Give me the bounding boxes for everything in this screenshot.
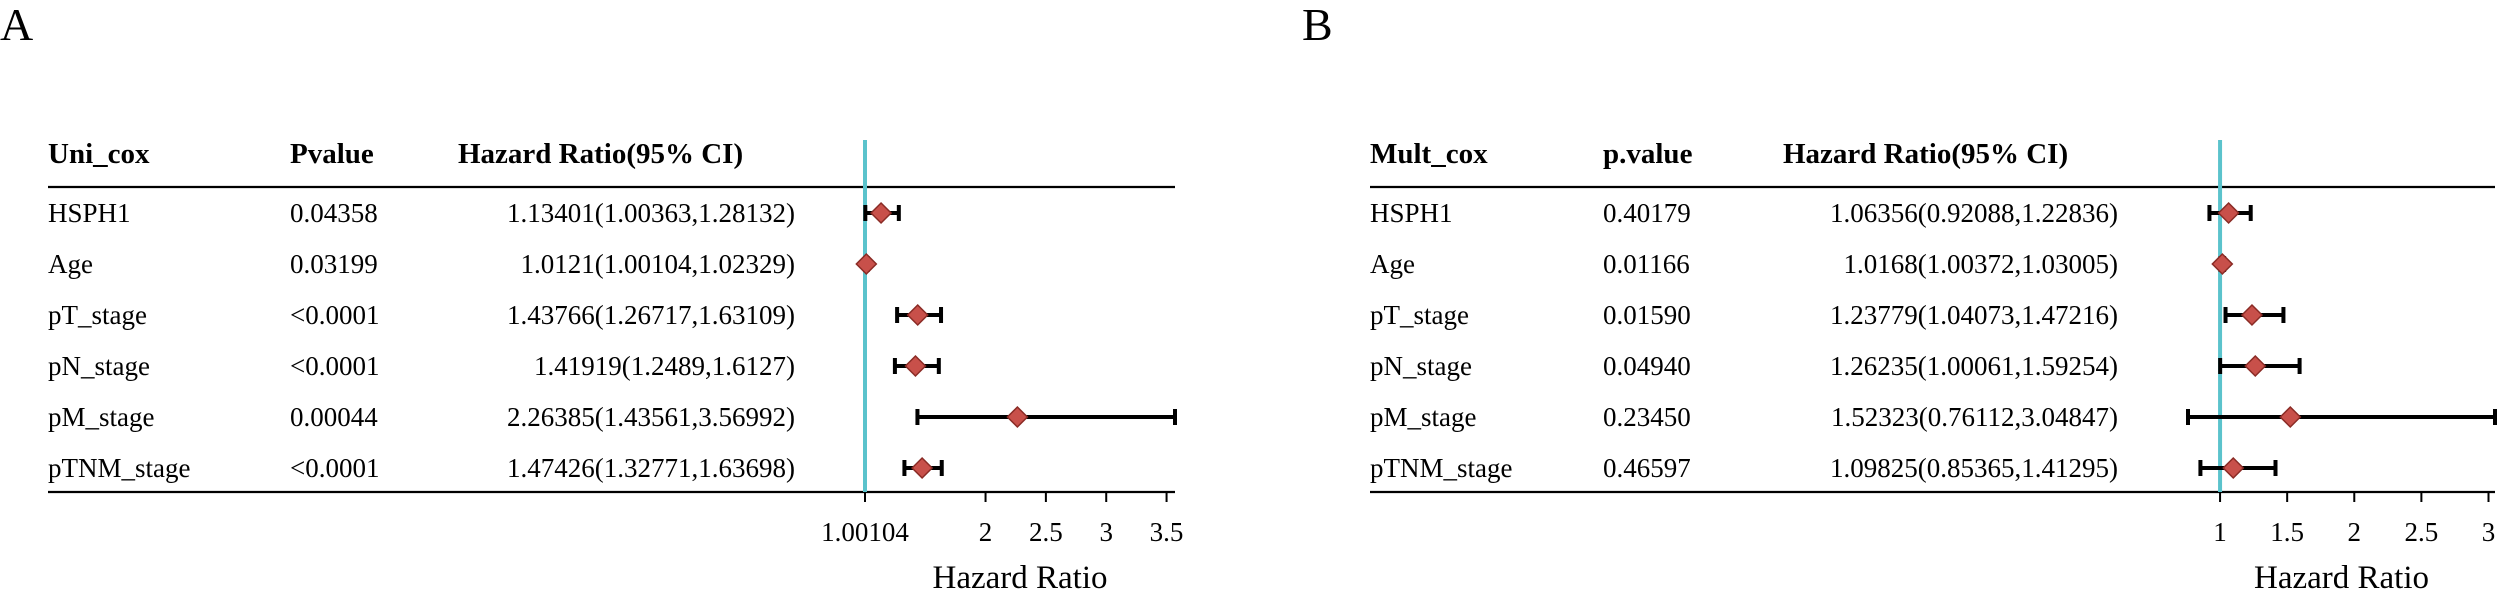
x-axis-title: Hazard Ratio — [2254, 560, 2429, 596]
p-value: <0.0001 — [290, 300, 379, 330]
hazard-ratio-point — [1006, 405, 1029, 429]
row-label: pN_stage — [1370, 351, 1472, 381]
hazard-ratio-ci-text: 1.06356(0.92088,1.22836) — [1830, 198, 2118, 228]
hazard-ratio-point — [906, 303, 929, 327]
hazard-ratio-point — [2244, 354, 2267, 378]
column-header: Uni_cox — [48, 138, 150, 170]
table-row: HSPH1 0.04358 1.13401(1.00363,1.28132) — [48, 198, 901, 228]
table-row: pT_stage <0.0001 1.43766(1.26717,1.63109) — [48, 300, 944, 330]
p-value: 0.01166 — [1603, 249, 1690, 279]
hazard-ratio-ci-text: 1.41919(1.2489,1.6127) — [534, 351, 795, 381]
row-label: HSPH1 — [48, 198, 131, 228]
row-label: pTNM_stage — [48, 453, 190, 483]
column-header: Hazard Ratio(95% CI) — [458, 138, 743, 170]
hazard-ratio-point — [869, 201, 893, 225]
p-value: 0.00044 — [290, 402, 378, 432]
hazard-ratio-ci-text: 1.0168(1.00372,1.03005) — [1844, 249, 2118, 279]
p-value: 0.46597 — [1603, 453, 1691, 483]
table-row: HSPH1 0.40179 1.06356(0.92088,1.22836) — [1370, 198, 2253, 228]
hazard-ratio-ci-text: 1.52323(0.76112,3.04847) — [1831, 402, 2118, 432]
p-value: 0.23450 — [1603, 402, 1691, 432]
column-header: Hazard Ratio(95% CI) — [1783, 138, 2068, 170]
hazard-ratio-point — [904, 354, 927, 378]
table-row: pTNM_stage <0.0001 1.47426(1.32771,1.63698… — [48, 453, 944, 483]
hazard-ratio-point — [2279, 405, 2302, 429]
hazard-ratio-ci-text: 1.43766(1.26717,1.63109) — [507, 300, 795, 330]
x-tick-label: 1.00104 — [821, 517, 909, 547]
row-label: pN_stage — [48, 351, 150, 381]
hazard-ratio-ci-text: 1.47426(1.32771,1.63698) — [507, 453, 795, 483]
hazard-ratio-point — [2222, 456, 2245, 480]
table-row: pN_stage <0.0001 1.41919(1.2489,1.6127) — [48, 351, 941, 381]
x-tick-label: 3 — [2482, 517, 2496, 547]
x-tick-label: 3.5 — [1150, 517, 1184, 547]
hazard-ratio-ci-text: 1.09825(0.85365,1.41295) — [1830, 453, 2118, 483]
x-tick-label: 2 — [2348, 517, 2362, 547]
x-tick-label: 1 — [2213, 517, 2227, 547]
table-row: pTNM_stage 0.46597 1.09825(0.85365,1.41295… — [1370, 453, 2278, 483]
hazard-ratio-point — [2217, 201, 2240, 225]
panel-letter: A — [0, 0, 33, 50]
column-header: Mult_cox — [1370, 138, 1488, 170]
table-row: pM_stage 0.00044 2.26385(1.43561,3.56992) — [48, 402, 1177, 432]
column-header: Pvalue — [290, 138, 374, 170]
hazard-ratio-point — [855, 252, 878, 276]
p-value: <0.0001 — [290, 351, 379, 381]
column-header: p.value — [1603, 138, 1693, 170]
row-label: pM_stage — [1370, 402, 1477, 432]
p-value: 0.04358 — [290, 198, 378, 228]
table-row: pM_stage 0.23450 1.52323(0.76112,3.04847) — [1370, 402, 2497, 432]
panel-letter: B — [1302, 0, 1333, 50]
row-label: pT_stage — [48, 300, 147, 330]
p-value: 0.01590 — [1603, 300, 1691, 330]
hazard-ratio-ci-text: 1.0121(1.00104,1.02329) — [521, 249, 795, 279]
table-row: Age 0.01166 1.0168(1.00372,1.03005) — [1370, 249, 2234, 279]
row-label: pT_stage — [1370, 300, 1469, 330]
hazard-ratio-ci-text: 1.26235(1.00061,1.59254) — [1830, 351, 2118, 381]
hazard-ratio-point — [2211, 252, 2234, 276]
hazard-ratio-point — [911, 456, 934, 480]
p-value: 0.40179 — [1603, 198, 1691, 228]
x-tick-label: 3 — [1099, 517, 1113, 547]
p-value: <0.0001 — [290, 453, 379, 483]
hazard-ratio-ci-text: 2.26385(1.43561,3.56992) — [507, 402, 795, 432]
x-axis-title: Hazard Ratio — [932, 560, 1107, 596]
x-tick-label: 2.5 — [2405, 517, 2439, 547]
x-tick-label: 2 — [979, 517, 993, 547]
table-row: pN_stage 0.04940 1.26235(1.00061,1.59254) — [1370, 351, 2302, 381]
row-label: Age — [1370, 249, 1415, 279]
row-label: HSPH1 — [1370, 198, 1453, 228]
x-tick-label: 2.5 — [1029, 517, 1063, 547]
hazard-ratio-ci-text: 1.23779(1.04073,1.47216) — [1830, 300, 2118, 330]
hazard-ratio-point — [2240, 303, 2264, 327]
p-value: 0.03199 — [290, 249, 378, 279]
p-value: 0.04940 — [1603, 351, 1691, 381]
forest-panel-b: B Mult_cox p.value Hazard Ratio(95% CI) HSPH… — [1302, 0, 2497, 596]
x-tick-label: 1.5 — [2270, 517, 2304, 547]
hazard-ratio-ci-text: 1.13401(1.00363,1.28132) — [507, 198, 795, 228]
table-row: pT_stage 0.01590 1.23779(1.04073,1.47216) — [1370, 300, 2286, 330]
forest-panel-a: A Uni_cox Pvalue Hazard Ratio(95% CI) HSPH1 0… — [0, 0, 1183, 596]
row-label: pTNM_stage — [1370, 453, 1512, 483]
table-row: Age 0.03199 1.0121(1.00104,1.02329) — [48, 249, 878, 279]
row-label: Age — [48, 249, 93, 279]
row-label: pM_stage — [48, 402, 155, 432]
